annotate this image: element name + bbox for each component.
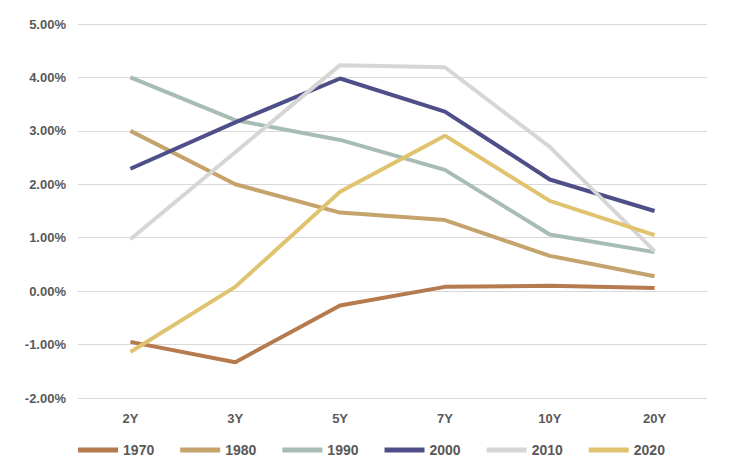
svg-text:1970: 1970 — [123, 442, 154, 458]
svg-text:20Y: 20Y — [643, 411, 666, 426]
svg-text:7Y: 7Y — [437, 411, 453, 426]
svg-text:5Y: 5Y — [332, 411, 348, 426]
svg-text:2020: 2020 — [634, 442, 665, 458]
svg-text:1990: 1990 — [327, 442, 358, 458]
svg-text:2.00%: 2.00% — [29, 177, 66, 192]
svg-text:3Y: 3Y — [227, 411, 243, 426]
svg-text:-2.00%: -2.00% — [25, 391, 67, 406]
svg-text:1980: 1980 — [225, 442, 256, 458]
svg-text:-1.00%: -1.00% — [25, 337, 67, 352]
svg-text:2Y: 2Y — [122, 411, 138, 426]
svg-text:5.00%: 5.00% — [29, 17, 66, 32]
svg-text:2000: 2000 — [430, 442, 461, 458]
svg-text:3.00%: 3.00% — [29, 123, 66, 138]
svg-text:1.00%: 1.00% — [29, 230, 66, 245]
svg-text:0.00%: 0.00% — [29, 284, 66, 299]
svg-text:10Y: 10Y — [538, 411, 561, 426]
svg-text:4.00%: 4.00% — [29, 70, 66, 85]
svg-text:2010: 2010 — [532, 442, 563, 458]
